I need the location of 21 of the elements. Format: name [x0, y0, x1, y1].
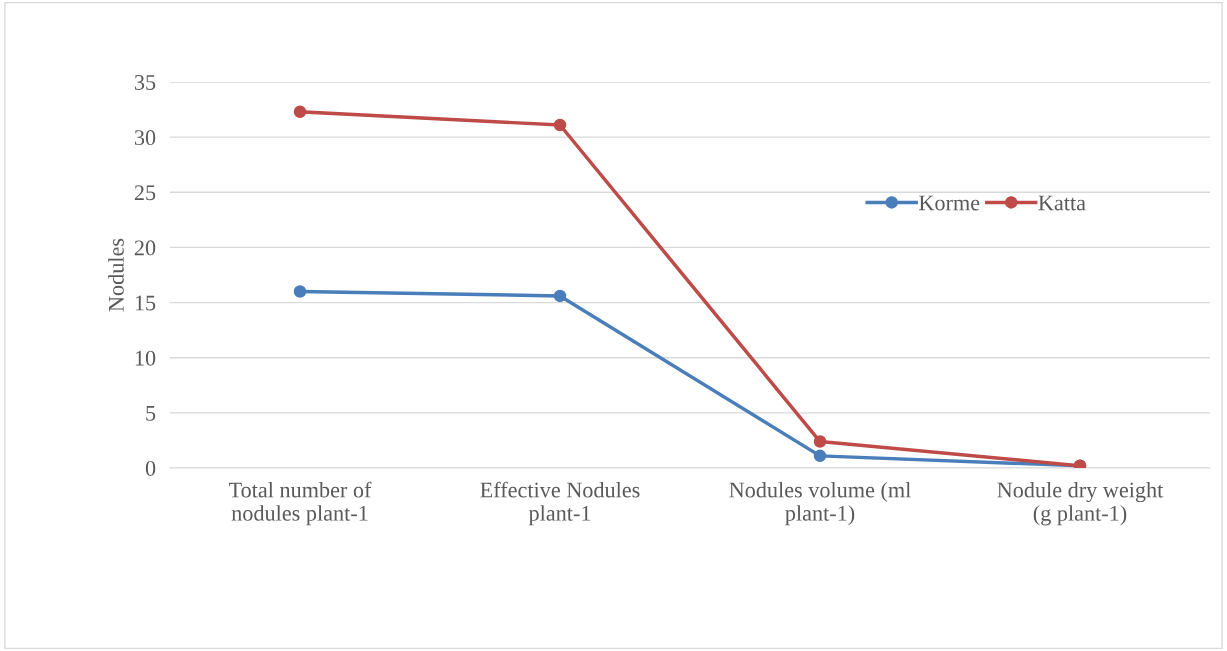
y-tick-label: 10 — [135, 350, 156, 366]
x-tick-label: Nodule dry weight (g plant-1) — [997, 481, 1164, 526]
point — [813, 435, 827, 448]
y-axis-title: Nodules — [108, 238, 124, 312]
point — [293, 105, 307, 119]
y-tick-label: 30 — [134, 130, 156, 146]
point — [293, 285, 307, 298]
y-tick-label: 35 — [134, 74, 156, 90]
point — [813, 449, 827, 463]
y-tick-label: 0 — [145, 460, 156, 476]
x-tick-label: Effective Nodules plant-1 — [480, 481, 640, 526]
y-tick-label: 20 — [134, 240, 156, 256]
legend-label: Korme — [919, 195, 980, 211]
legend-label: Katta — [1038, 195, 1086, 211]
y-tick-label: 15 — [135, 295, 156, 311]
x-tick-label: Total number of nodules plant-1 — [228, 481, 372, 526]
point — [553, 118, 567, 132]
x-tick-label: Nodules volume (ml plant-1) — [729, 481, 911, 526]
y-tick-label: 5 — [146, 406, 156, 421]
y-tick-label: 25 — [134, 185, 156, 201]
point — [553, 289, 567, 303]
